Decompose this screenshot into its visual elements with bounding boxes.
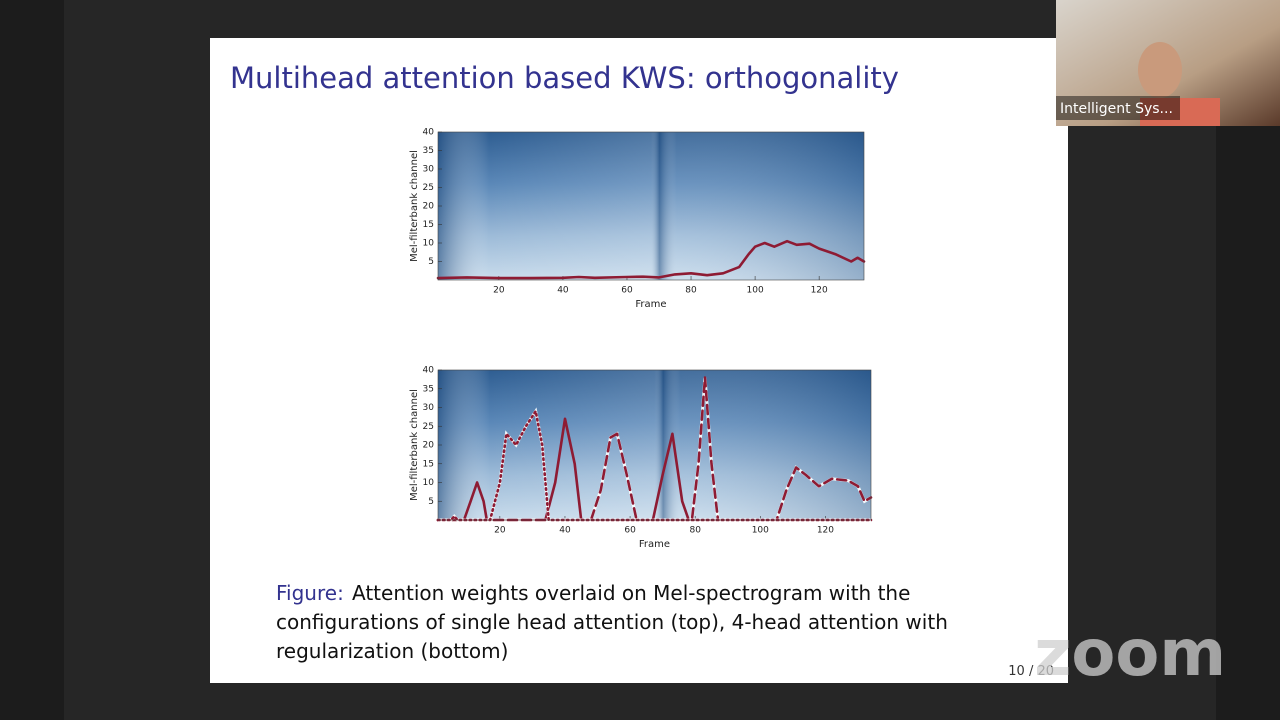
x-tick-label: 60 xyxy=(621,286,633,296)
y-tick-label: 5 xyxy=(428,497,434,507)
slide-title: Multihead attention based KWS: orthogona… xyxy=(230,61,899,95)
caption-label: Figure: xyxy=(276,581,344,605)
spectrogram-texture xyxy=(438,132,864,280)
caption-line: regularization (bottom) xyxy=(276,639,508,663)
x-tick-label: 60 xyxy=(624,526,636,536)
y-tick-label: 30 xyxy=(423,165,435,175)
x-tick-label: 120 xyxy=(811,286,828,296)
x-tick-label: 40 xyxy=(557,286,569,296)
chart: 5 10 15 20 25 30 35 40 20 40 60 80 100 120 Frame Mel-fi… xyxy=(409,366,873,550)
zoom-watermark: zoom xyxy=(1034,617,1226,691)
x-tick-label: 120 xyxy=(817,526,834,536)
attention-line xyxy=(436,239,866,280)
y-tick-label: 20 xyxy=(423,441,435,451)
participant-name: Intelligent Sys... xyxy=(1060,101,1173,117)
x-axis-label: Frame xyxy=(639,539,670,550)
x-tick-label: 20 xyxy=(493,286,505,296)
x-tick-label: 80 xyxy=(685,286,697,296)
chart: 5 10 15 20 25 30 35 40 20 40 60 80 100 120 Frame Mel-fi… xyxy=(409,128,866,310)
side-band xyxy=(1216,126,1280,720)
y-tick-label: 40 xyxy=(423,366,435,376)
x-tick-label: 20 xyxy=(494,526,506,536)
spectrogram-texture xyxy=(438,370,871,520)
page-number: 10 / 20 xyxy=(1008,664,1054,679)
attention-line xyxy=(436,410,873,522)
y-tick-label: 35 xyxy=(423,384,434,394)
x-axis-label: Frame xyxy=(635,299,666,310)
y-tick-label: 35 xyxy=(423,146,434,156)
y-tick-label: 15 xyxy=(423,459,434,469)
y-axis-label: Mel-filterbank channel xyxy=(409,150,420,262)
name-tag xyxy=(1056,96,1180,120)
caption-line: configurations of single head attention … xyxy=(276,610,948,634)
y-tick-label: 20 xyxy=(423,202,435,212)
x-tick-label: 80 xyxy=(689,526,701,536)
plot-frame xyxy=(437,131,865,281)
x-tick-label: 100 xyxy=(747,286,764,296)
attention-line xyxy=(436,376,873,522)
y-tick-label: 40 xyxy=(423,128,435,138)
participant-figure xyxy=(1138,42,1182,98)
y-tick-label: 25 xyxy=(423,183,434,193)
y-tick-label: 10 xyxy=(423,239,435,249)
x-tick-label: 100 xyxy=(752,526,769,536)
caption-line: Attention weights overlaid on Mel-spectr… xyxy=(352,581,910,605)
plot-frame xyxy=(437,369,872,521)
y-axis-label: Mel-filterbank channel xyxy=(409,389,420,501)
y-tick-label: 10 xyxy=(423,478,435,488)
y-tick-label: 25 xyxy=(423,422,434,432)
participant-figure xyxy=(1140,98,1220,126)
y-tick-label: 5 xyxy=(428,257,434,267)
figure: 5 10 15 20 25 30 35 40 20 40 60 80 100 120 Frame Mel-fi… xyxy=(409,128,873,550)
y-tick-label: 15 xyxy=(423,220,434,230)
side-band xyxy=(0,0,64,720)
y-tick-label: 30 xyxy=(423,403,435,413)
attention-line xyxy=(436,417,873,522)
x-tick-label: 40 xyxy=(559,526,571,536)
